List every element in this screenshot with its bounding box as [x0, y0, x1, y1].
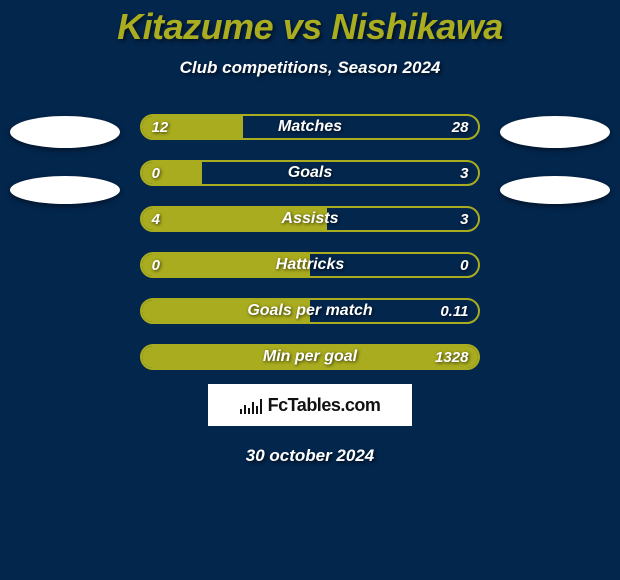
stat-right-value: 28	[442, 116, 479, 138]
stat-right-value: 0.11	[430, 300, 478, 322]
stat-bar: Goals per match0.11	[140, 298, 481, 324]
stat-right-value: 0	[450, 254, 478, 276]
brand-text: FcTables.com	[268, 395, 381, 416]
stat-right-value: 1328	[425, 346, 478, 368]
stat-right-value: 3	[450, 208, 478, 230]
player-avatar-placeholder	[10, 116, 120, 148]
stat-label: Goals per match	[142, 300, 479, 322]
page-title: Kitazume vs Nishikawa	[117, 6, 503, 48]
stat-label: Matches	[142, 116, 479, 138]
stat-right-value: 3	[450, 162, 478, 184]
chart-bars-icon	[240, 396, 262, 414]
right-player-col	[500, 114, 620, 204]
player-badge-placeholder	[500, 176, 610, 204]
stat-label: Hattricks	[142, 254, 479, 276]
player-badge-placeholder	[10, 176, 120, 204]
comparison-row: 12Matches280Goals34Assists30Hattricks0Go…	[0, 114, 620, 370]
page-subtitle: Club competitions, Season 2024	[180, 58, 441, 78]
stat-label: Assists	[142, 208, 479, 230]
left-player-col	[0, 114, 120, 204]
player-avatar-placeholder	[500, 116, 610, 148]
date-text: 30 october 2024	[246, 446, 375, 466]
stat-bar: 0Hattricks0	[140, 252, 481, 278]
stat-bar: 0Goals3	[140, 160, 481, 186]
stat-label: Goals	[142, 162, 479, 184]
stat-bar: 12Matches28	[140, 114, 481, 140]
stat-bar: 4Assists3	[140, 206, 481, 232]
stat-bar: Min per goal1328	[140, 344, 481, 370]
stat-bars: 12Matches280Goals34Assists30Hattricks0Go…	[140, 114, 481, 370]
brand-box: FcTables.com	[208, 384, 412, 426]
